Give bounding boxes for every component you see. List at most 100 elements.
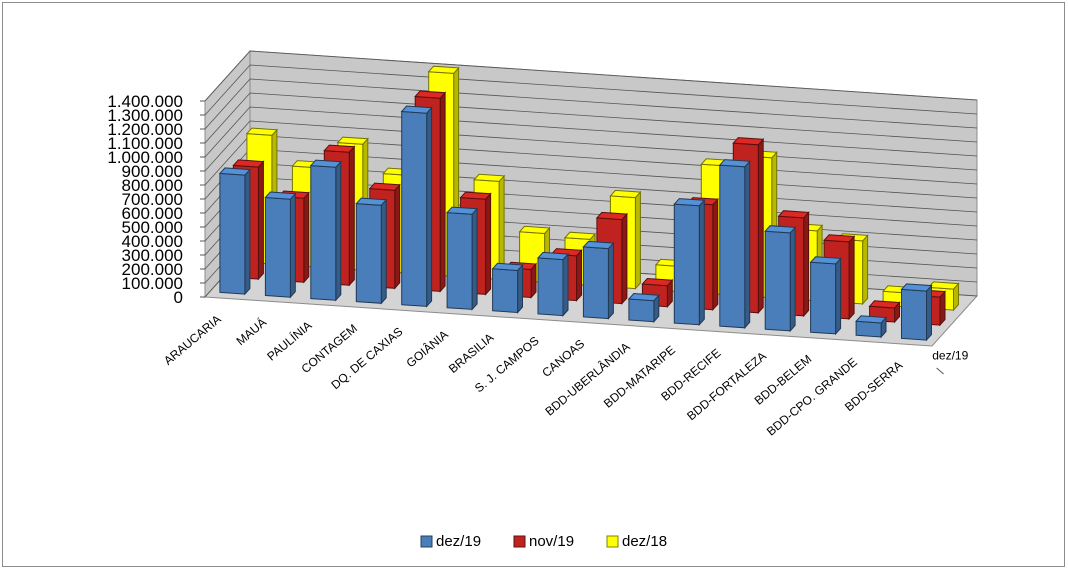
bar-front-face xyxy=(719,164,746,329)
bar-side-face xyxy=(607,241,614,320)
bar-dez19 xyxy=(809,256,842,336)
bar-front-face xyxy=(264,196,291,298)
bar-top-face xyxy=(900,283,933,292)
bar-dez19 xyxy=(718,159,751,330)
bar-front-face xyxy=(901,288,927,341)
y-tick-label: 1.200.000 xyxy=(107,120,183,139)
bar-dez19 xyxy=(400,105,433,308)
bar-front-face xyxy=(355,203,382,304)
y-tick-label: 200.000 xyxy=(122,260,183,279)
bar-side-face xyxy=(303,191,310,284)
bar-side-face xyxy=(576,249,582,302)
y-tick-label: 300.000 xyxy=(122,246,183,265)
legend-swatch xyxy=(606,535,619,548)
bar-front-face xyxy=(673,203,700,326)
bar-top-face xyxy=(582,240,615,250)
bar-side-face xyxy=(848,235,855,321)
bar-front-face xyxy=(810,261,837,335)
legend-swatch xyxy=(420,535,433,548)
bar-top-face xyxy=(459,191,492,200)
bar-top-face xyxy=(764,225,797,234)
bar-dez19 xyxy=(536,251,570,317)
bar-side-face xyxy=(485,192,492,296)
bar-side-face xyxy=(698,198,705,326)
y-tick-label: 1.100.000 xyxy=(107,134,183,153)
gridline xyxy=(204,64,978,116)
bar-dez19 xyxy=(264,191,297,299)
bar-side-face xyxy=(439,91,446,293)
bar-front-face xyxy=(310,165,337,301)
bar-top-face xyxy=(245,127,278,136)
bar-top-face xyxy=(491,262,524,272)
bar-top-face xyxy=(264,191,297,200)
gridline xyxy=(204,92,978,144)
y-tick-label: 1.000.000 xyxy=(107,148,183,167)
bar-side-face xyxy=(789,226,796,333)
x-tick-label: PAULÍNIA xyxy=(264,317,315,363)
legend-label: dez/19 xyxy=(436,533,481,550)
bar-top-face xyxy=(641,277,674,287)
gridline xyxy=(204,50,978,102)
y-tick-label: 800.000 xyxy=(122,176,183,195)
bar-top-face xyxy=(400,105,433,114)
bar-side-face xyxy=(394,183,401,290)
bar-dez19 xyxy=(764,225,797,333)
bar-front-face xyxy=(582,246,609,320)
x-tick-label: BRASILIA xyxy=(446,330,496,375)
bar-side-face xyxy=(289,192,296,299)
gridline xyxy=(204,78,978,130)
bar-top-face xyxy=(809,256,842,265)
bar-top-face xyxy=(323,144,356,153)
bar-side-face xyxy=(744,159,751,330)
bar-top-face xyxy=(855,315,888,324)
bar-front-face xyxy=(537,257,564,317)
x-tick-label: MAUÁ xyxy=(233,314,269,348)
bar-front-face xyxy=(446,212,473,310)
bar-side-face xyxy=(926,284,932,342)
bar-top-face xyxy=(473,173,506,182)
bar-top-face xyxy=(595,211,628,221)
bar-side-face xyxy=(835,257,842,336)
bar-top-face xyxy=(218,167,251,176)
bar-top-face xyxy=(868,300,901,309)
bar-side-face xyxy=(634,190,641,290)
bar-top-face xyxy=(446,206,479,215)
legend-item: dez/19 xyxy=(420,533,481,550)
y-tick-label: 500.000 xyxy=(122,218,183,237)
bar-top-face xyxy=(368,182,401,191)
bar-dez19 xyxy=(491,262,524,314)
bar-front-face xyxy=(219,172,246,295)
bar-dez19 xyxy=(446,206,479,311)
bar-top-face xyxy=(927,281,960,290)
legend-item: dez/18 xyxy=(606,533,667,550)
bar-top-face xyxy=(336,136,369,145)
x-tick-label: BDD-UBERLÂNDIA xyxy=(542,339,633,419)
bar-front-face xyxy=(764,230,791,332)
y-tick-label: 100.000 xyxy=(122,274,183,293)
bar-side-face xyxy=(712,197,719,311)
legend-label: nov/19 xyxy=(529,533,574,550)
depth-axis-label: dez/19 xyxy=(932,349,968,363)
y-tick-label: 1.300.000 xyxy=(107,106,183,125)
bar-top-face xyxy=(536,251,570,261)
bar-side-face xyxy=(471,207,478,311)
y-axis-ticks: 0100.000200.000300.000400.000500.000600.… xyxy=(107,92,205,307)
bar-side-face xyxy=(862,234,869,306)
bar-top-face xyxy=(355,197,388,206)
bar-top-face xyxy=(777,210,810,219)
depth-tick-mark xyxy=(936,367,944,375)
bar-dez19 xyxy=(582,240,615,320)
bar-side-face xyxy=(380,198,387,305)
legend-item: nov/19 xyxy=(513,533,574,550)
y-tick-label: 700.000 xyxy=(122,190,183,209)
bar-dez19 xyxy=(673,198,706,326)
bar-side-face xyxy=(348,145,355,287)
bar-top-face xyxy=(427,65,460,74)
y-tick-label: 400.000 xyxy=(122,232,183,251)
bar-top-face xyxy=(309,159,342,168)
bar-dez19 xyxy=(309,159,342,302)
bar-front-face xyxy=(855,320,882,338)
x-tick-label: BDD-CPO. GRANDE xyxy=(764,355,860,439)
legend-swatch xyxy=(513,535,526,548)
bar-top-face xyxy=(518,225,551,235)
